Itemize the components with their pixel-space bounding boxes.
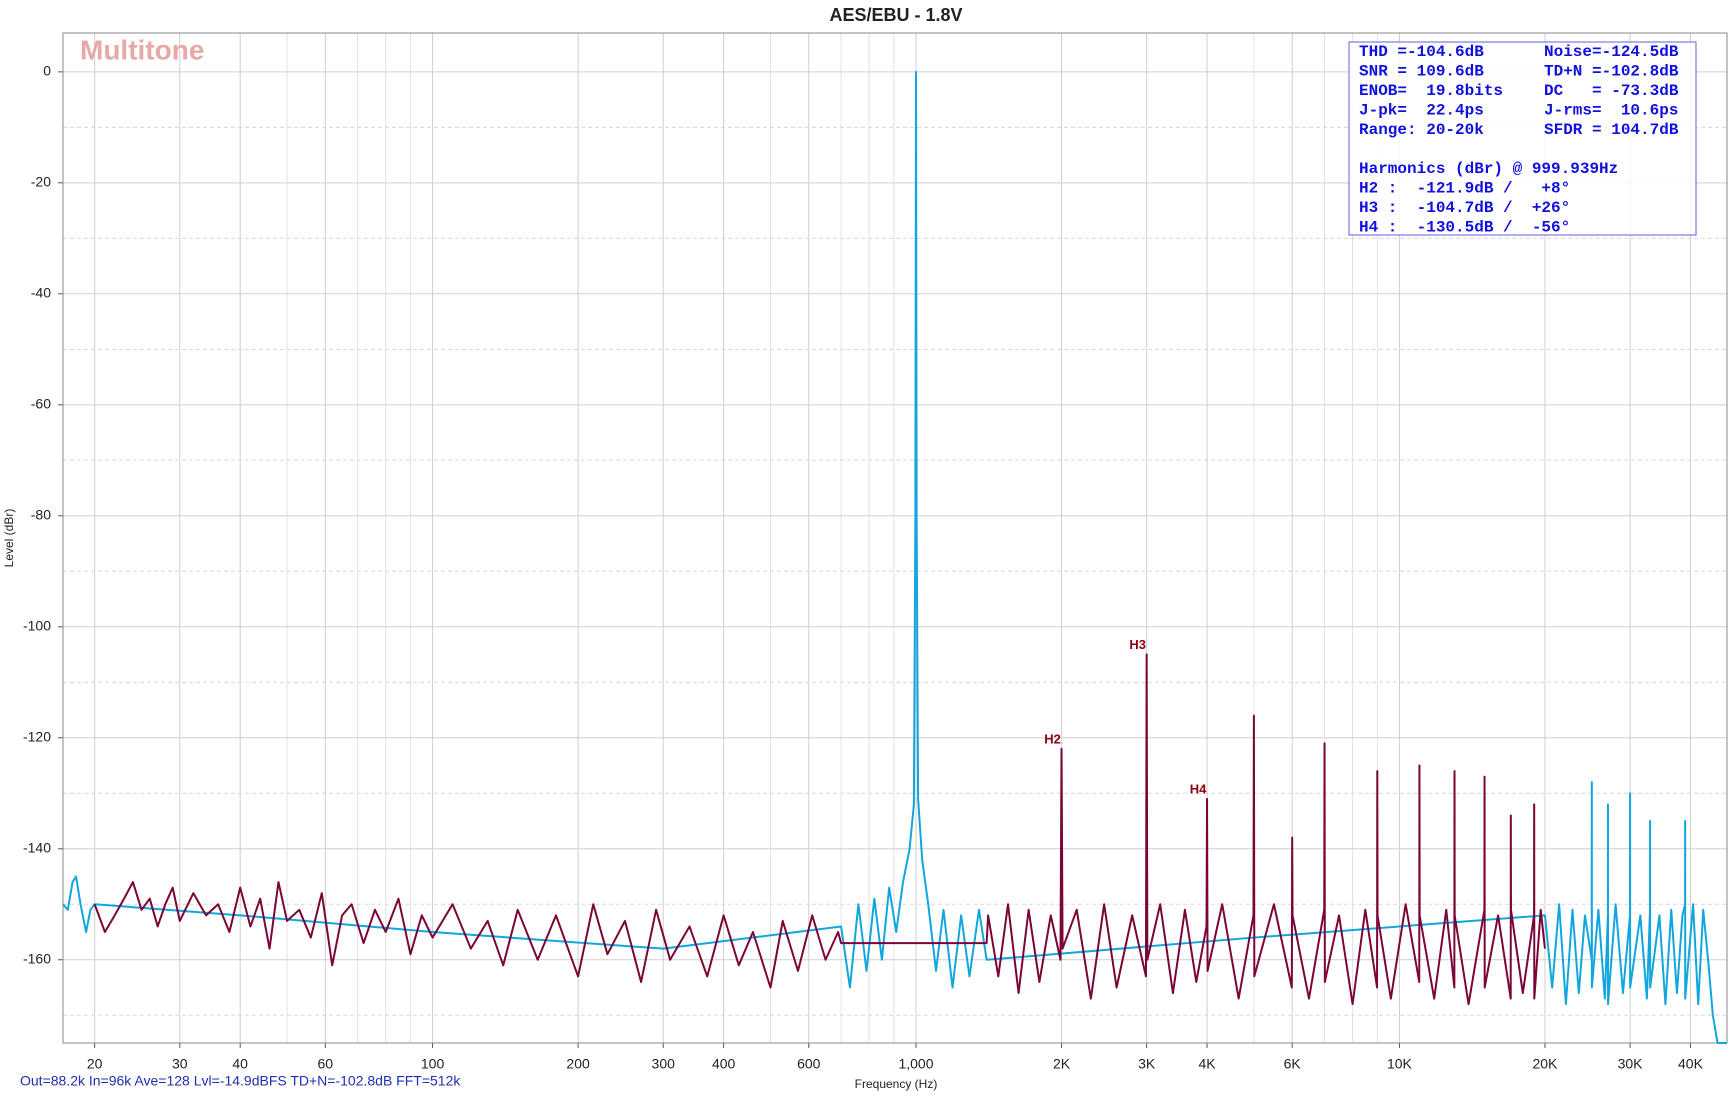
info-stat: TD+N =-102.8dB [1544, 63, 1679, 81]
info-stat: SNR = 109.6dB [1359, 63, 1484, 81]
info-stat: THD =-104.6dB [1359, 43, 1484, 61]
x-tick-label: 60 [318, 1056, 334, 1072]
y-axis-label: Level (dBr) [2, 509, 16, 568]
x-tick-label: 20 [87, 1056, 103, 1072]
spectrum-line [62, 70, 1727, 1044]
x-tick-label: 2K [1053, 1056, 1071, 1072]
y-tick-label: -120 [23, 728, 51, 744]
footer: Out=88.2k In=96k Ave=128 Lvl=-14.9dBFS T… [20, 1073, 461, 1089]
y-tick-label: 0 [43, 63, 51, 79]
x-tick-label: 10K [1387, 1056, 1413, 1072]
harmonic-label: H2 [1044, 731, 1061, 746]
x-axis-label: Frequency (Hz) [855, 1077, 938, 1091]
y-tick-label: -20 [31, 174, 51, 190]
x-tick-label: 30 [172, 1056, 188, 1072]
x-tick-label: 6K [1284, 1056, 1302, 1072]
x-tick-label: 30K [1618, 1056, 1644, 1072]
y-tick-label: -60 [31, 396, 51, 412]
x-tick-label: 400 [712, 1056, 736, 1072]
info-stat: DC = -73.3dB [1544, 82, 1679, 100]
y-tick-label: -40 [31, 285, 51, 301]
spectrum-line [93, 653, 1546, 1006]
x-tick-label: 100 [421, 1056, 445, 1072]
y-tick-label: -160 [23, 950, 51, 966]
x-tick-label: 300 [652, 1056, 676, 1072]
info-harmonic: H3 : -104.7dB / +26° [1359, 199, 1570, 217]
y-tick-label: -80 [31, 507, 51, 523]
x-tick-label: 40K [1678, 1056, 1704, 1072]
harmonic-label: H3 [1129, 637, 1146, 652]
x-tick-label: 20K [1532, 1056, 1558, 1072]
x-tick-label: 600 [797, 1056, 821, 1072]
x-tick-label: 3K [1138, 1056, 1156, 1072]
x-tick-label: 200 [566, 1056, 590, 1072]
info-stat: Range: 20-20k [1359, 121, 1484, 139]
y-tick-label: -100 [23, 617, 51, 633]
x-tick-label: 40 [232, 1056, 248, 1072]
x-tick-label: 4K [1198, 1056, 1216, 1072]
info-harmonic: H4 : -130.5dB / -56° [1359, 219, 1570, 237]
info-harmonics-title: Harmonics (dBr) @ 999.939Hz [1359, 160, 1618, 178]
info-box [1348, 41, 1697, 236]
info-stat: SFDR = 104.7dB [1544, 121, 1679, 139]
x-tick-label: 1,000 [898, 1056, 933, 1072]
y-tick-label: -140 [23, 839, 51, 855]
plot-border [62, 32, 1728, 1044]
chart-title: AES/EBU - 1.8V [829, 5, 962, 25]
info-harmonic: H2 : -121.9dB / +8° [1359, 180, 1570, 198]
watermark: Multitone [80, 34, 204, 65]
info-stat: J-pk= 22.4ps [1359, 102, 1484, 120]
info-stat: ENOB= 19.8bits [1359, 82, 1503, 100]
info-stat: Noise=-124.5dB [1544, 43, 1679, 61]
info-stat: J-rms= 10.6ps [1544, 102, 1678, 120]
harmonic-label: H4 [1190, 781, 1207, 796]
